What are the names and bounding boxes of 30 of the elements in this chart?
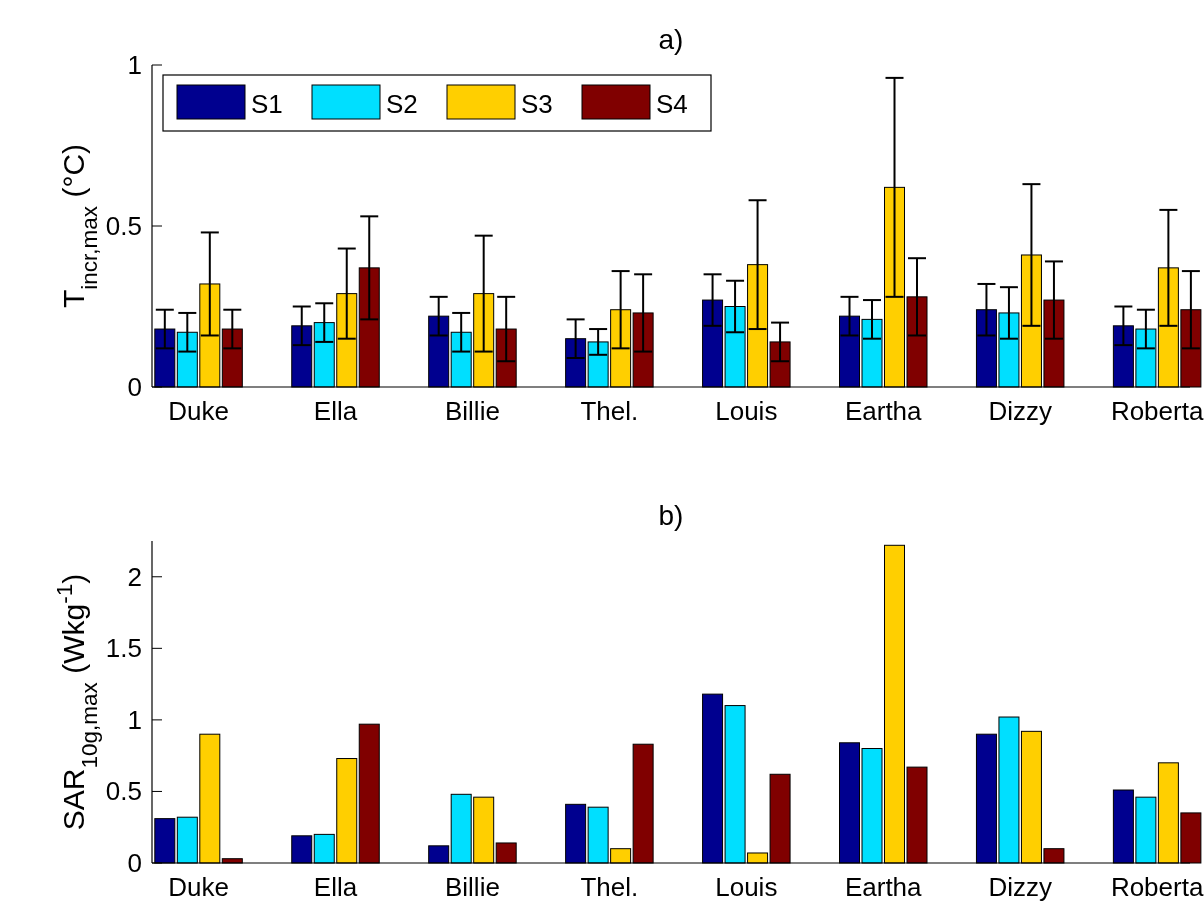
x-tick-label: Eartha — [844, 396, 923, 426]
y-tick-label: 0 — [127, 372, 142, 402]
legend-label: S2 — [386, 89, 418, 119]
y-tick-label: 1 — [127, 50, 142, 80]
x-tick-label: Billie — [444, 396, 500, 426]
x-tick-label: Louis — [715, 396, 778, 426]
x-tick-label: Eartha — [844, 872, 923, 902]
y-tick-label: 1 — [127, 704, 142, 735]
x-tick-label: Louis — [715, 872, 778, 902]
chart-title: a) — [658, 24, 684, 55]
chart-title: b) — [658, 500, 684, 531]
y-tick-label: 1.5 — [105, 633, 142, 664]
x-tick-label: Dizzy — [988, 872, 1052, 902]
x-tick-label: Billie — [444, 872, 500, 902]
x-tick-label: Thel. — [580, 396, 639, 426]
x-tick-label: Ella — [313, 396, 358, 426]
legend-label: S4 — [656, 89, 688, 119]
legend-label: S3 — [521, 89, 553, 119]
x-tick-label: Duke — [168, 396, 229, 426]
x-tick-label: Dizzy — [988, 396, 1052, 426]
x-tick-label: Duke — [168, 872, 229, 902]
y-tick-label: 2 — [127, 561, 142, 592]
x-tick-label: Ella — [313, 872, 358, 902]
y-tick-label: 0.5 — [105, 211, 142, 241]
legend-label: S1 — [251, 89, 283, 119]
y-tick-label: 0.5 — [105, 776, 142, 807]
x-tick-label: Thel. — [580, 872, 639, 902]
x-tick-label: Roberta — [1110, 396, 1204, 426]
x-tick-label: Roberta — [1110, 872, 1204, 902]
y-tick-label: 0 — [127, 848, 142, 878]
